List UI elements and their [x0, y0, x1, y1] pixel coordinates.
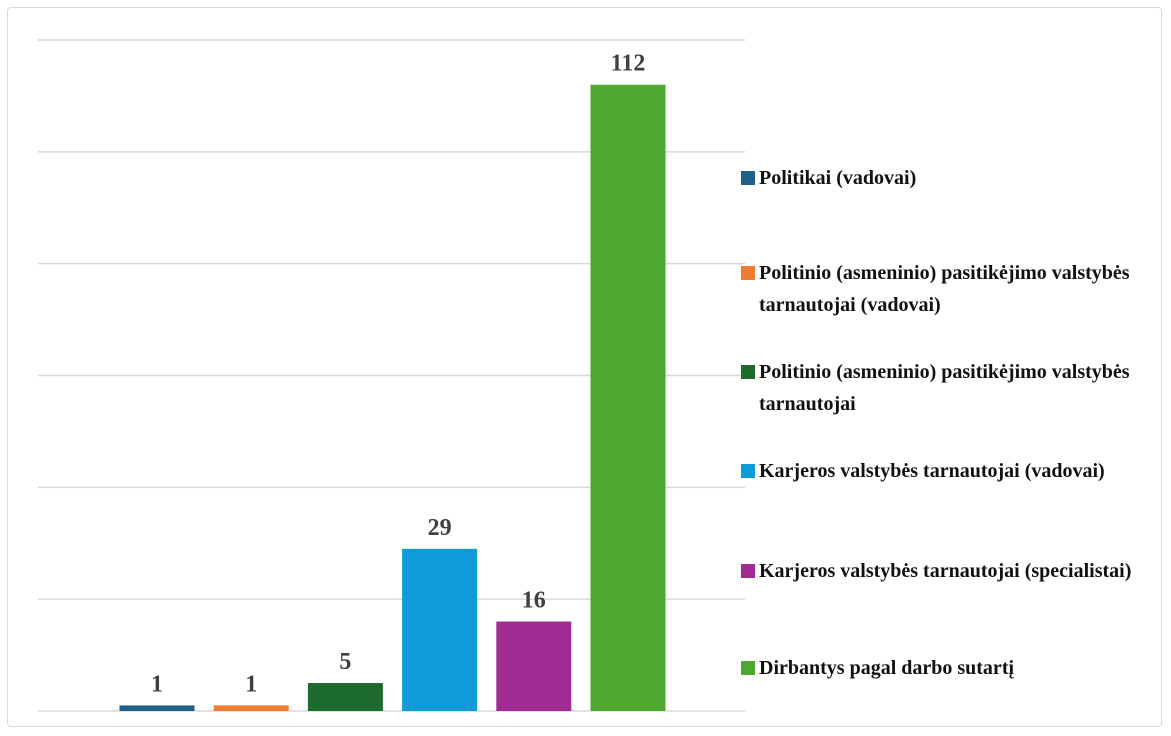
chart-frame	[7, 7, 1162, 727]
data-label: 1	[245, 671, 257, 697]
legend-item: Politinio (asmeninio) pasitikėjimo valst…	[741, 257, 1161, 321]
bar	[213, 705, 289, 711]
legend-item: Politinio (asmeninio) pasitikėjimo valst…	[741, 356, 1161, 420]
legend-swatch	[741, 171, 755, 185]
bar	[496, 621, 572, 711]
data-label: 5	[339, 649, 351, 675]
legend-item: Karjeros valstybės tarnautojai (speciali…	[741, 555, 1161, 587]
legend-swatch	[741, 266, 755, 280]
bar	[119, 705, 195, 711]
legend-swatch	[741, 564, 755, 578]
bar	[307, 683, 383, 711]
data-label: 16	[522, 588, 546, 614]
legend-label: Karjeros valstybės tarnautojai (speciali…	[759, 560, 1132, 582]
legend-swatch	[741, 365, 755, 379]
data-label: 1	[151, 671, 163, 697]
legend-label: Karjeros valstybės tarnautojai (vadovai)	[759, 460, 1105, 482]
legend-item: Dirbantys pagal darbo sutartį	[741, 652, 1161, 684]
legend-item: Karjeros valstybės tarnautojai (vadovai)	[741, 455, 1161, 487]
bar	[590, 84, 666, 711]
legend-label: Politinio (asmeninio) pasitikėjimo valst…	[759, 262, 1130, 316]
data-label: 29	[428, 515, 452, 541]
legend-label: Dirbantys pagal darbo sutartį	[759, 657, 1015, 679]
legend-swatch	[741, 464, 755, 478]
legend-label: Politinio (asmeninio) pasitikėjimo valst…	[759, 361, 1130, 415]
legend-item: Politikai (vadovai)	[741, 162, 1161, 194]
legend-label: Politikai (vadovai)	[759, 167, 917, 189]
legend-swatch	[741, 661, 755, 675]
bar	[402, 548, 478, 711]
data-label: 112	[611, 51, 646, 77]
